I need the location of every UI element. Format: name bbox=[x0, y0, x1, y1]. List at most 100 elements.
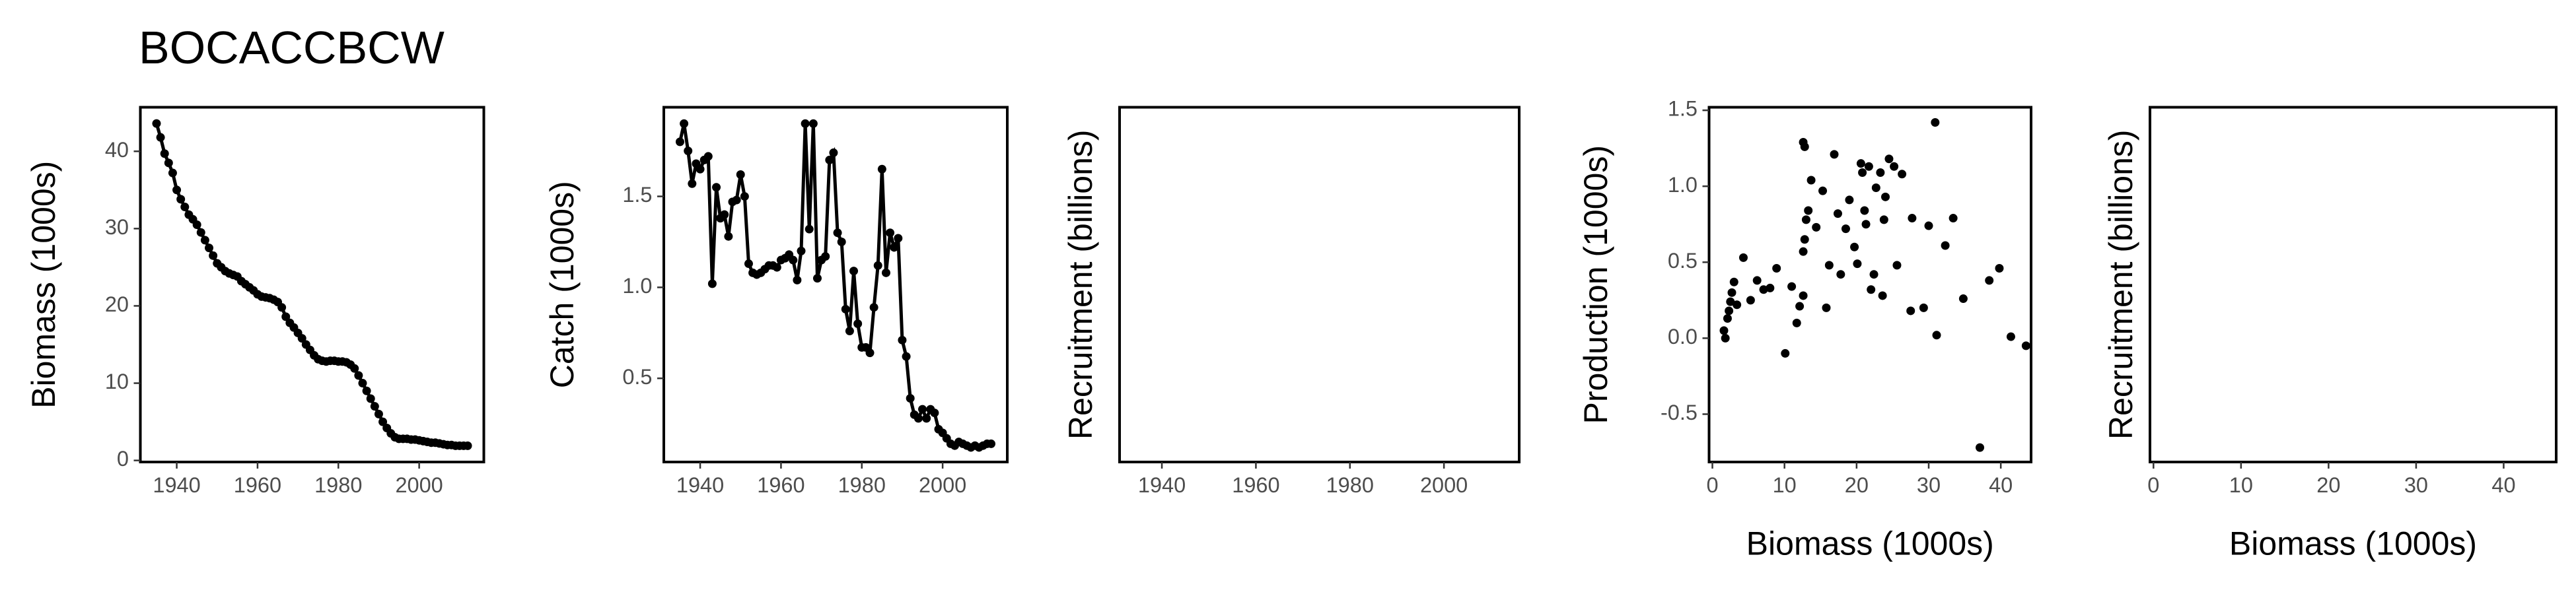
data-point bbox=[744, 259, 753, 269]
data-point bbox=[196, 228, 205, 237]
x-tick-label: 10 bbox=[2229, 473, 2253, 497]
data-point bbox=[837, 237, 846, 246]
data-point bbox=[1822, 303, 1831, 312]
data-point bbox=[1725, 306, 1734, 315]
data-point bbox=[1871, 183, 1880, 193]
data-point bbox=[1958, 294, 1968, 304]
y-tick-label: 1.5 bbox=[622, 183, 652, 207]
data-point bbox=[1746, 296, 1755, 305]
y-tick-label: 1.0 bbox=[622, 274, 652, 298]
data-point bbox=[1856, 159, 1865, 168]
x-tick-label: 30 bbox=[1917, 473, 1941, 497]
y-tick-label: 0.5 bbox=[1668, 249, 1698, 273]
x-tick-label: 2000 bbox=[1420, 473, 1468, 497]
data-point bbox=[801, 119, 810, 128]
x-tick-label: 1980 bbox=[838, 473, 886, 497]
data-point bbox=[1858, 168, 1867, 177]
data-point bbox=[772, 263, 781, 272]
data-point bbox=[906, 394, 915, 403]
data-point bbox=[1824, 261, 1834, 270]
data-point bbox=[1729, 277, 1738, 286]
data-point bbox=[789, 255, 798, 265]
x-tick-label: 1960 bbox=[1232, 473, 1279, 497]
data-point bbox=[853, 319, 863, 329]
y-tick-label: 1.0 bbox=[1668, 173, 1698, 197]
data-point bbox=[821, 252, 830, 261]
data-point bbox=[168, 168, 177, 178]
x-tick-label: 1940 bbox=[1138, 473, 1186, 497]
data-point bbox=[1919, 303, 1928, 312]
data-point bbox=[463, 441, 472, 450]
data-point bbox=[684, 147, 693, 156]
data-point bbox=[1836, 270, 1845, 279]
panel-frame bbox=[1707, 106, 2032, 463]
y-tick-label: 20 bbox=[105, 292, 129, 316]
data-point bbox=[281, 312, 291, 321]
x-axis-label: Biomass (1000s) bbox=[1746, 525, 1994, 562]
data-point bbox=[1906, 306, 1915, 315]
data-point bbox=[1804, 206, 1813, 215]
panel-frame bbox=[662, 106, 1009, 463]
data-point bbox=[172, 185, 182, 195]
data-point bbox=[987, 439, 996, 448]
data-point bbox=[922, 414, 931, 423]
data-point bbox=[1801, 215, 1810, 224]
y-axis-label: Recruitment (billions) bbox=[1062, 129, 1099, 440]
y-axis-label: Biomass (1000s) bbox=[25, 161, 62, 409]
data-point bbox=[160, 149, 169, 158]
x-tick-label: 1960 bbox=[234, 473, 281, 497]
data-point bbox=[881, 268, 890, 277]
data-point bbox=[886, 228, 895, 238]
data-point bbox=[192, 220, 201, 229]
data-point bbox=[1841, 224, 1850, 234]
data-point bbox=[205, 244, 213, 253]
data-point bbox=[1726, 297, 1735, 306]
data-point bbox=[297, 334, 306, 343]
data-point bbox=[1931, 118, 1940, 127]
y-axis-label: Production (1000s) bbox=[1577, 145, 1614, 424]
data-point bbox=[724, 232, 733, 241]
x-tick-label: 1960 bbox=[757, 473, 805, 497]
figure-title: BOCACCBCW bbox=[139, 22, 445, 73]
data-point bbox=[378, 417, 388, 426]
data-point bbox=[1800, 142, 1809, 151]
data-point bbox=[1800, 235, 1809, 244]
data-point bbox=[829, 148, 838, 157]
data-point bbox=[1932, 331, 1941, 340]
data-point bbox=[1864, 162, 1873, 171]
data-point bbox=[1719, 326, 1729, 335]
data-point bbox=[1792, 318, 1801, 327]
data-point bbox=[1908, 214, 1917, 223]
data-point bbox=[209, 251, 218, 260]
data-point bbox=[805, 224, 814, 234]
x-tick-label: 0 bbox=[2147, 473, 2159, 497]
data-point bbox=[1995, 264, 2004, 273]
data-point bbox=[1850, 242, 1859, 251]
data-point bbox=[366, 394, 375, 403]
x-tick-label: 0 bbox=[1706, 473, 1718, 497]
data-point bbox=[1879, 215, 1888, 224]
data-point bbox=[1884, 154, 1894, 164]
data-point bbox=[200, 236, 209, 245]
data-point bbox=[1890, 162, 1899, 171]
data-point bbox=[1723, 314, 1732, 323]
data-point bbox=[374, 409, 383, 418]
data-point bbox=[873, 261, 882, 270]
data-point bbox=[180, 203, 190, 212]
data-point bbox=[1830, 150, 1839, 159]
data-point bbox=[825, 155, 834, 164]
x-tick-label: 1940 bbox=[153, 473, 200, 497]
data-point bbox=[688, 179, 697, 188]
y-tick-label: 30 bbox=[105, 215, 129, 239]
data-point bbox=[1807, 176, 1816, 185]
data-point bbox=[930, 409, 939, 418]
data-point bbox=[358, 379, 367, 388]
data-point bbox=[890, 243, 899, 252]
data-point bbox=[1799, 291, 1808, 300]
x-tick-label: 20 bbox=[2316, 473, 2340, 497]
data-point bbox=[1833, 209, 1842, 218]
x-tick-label: 20 bbox=[1845, 473, 1869, 497]
x-tick-label: 2000 bbox=[919, 473, 966, 497]
